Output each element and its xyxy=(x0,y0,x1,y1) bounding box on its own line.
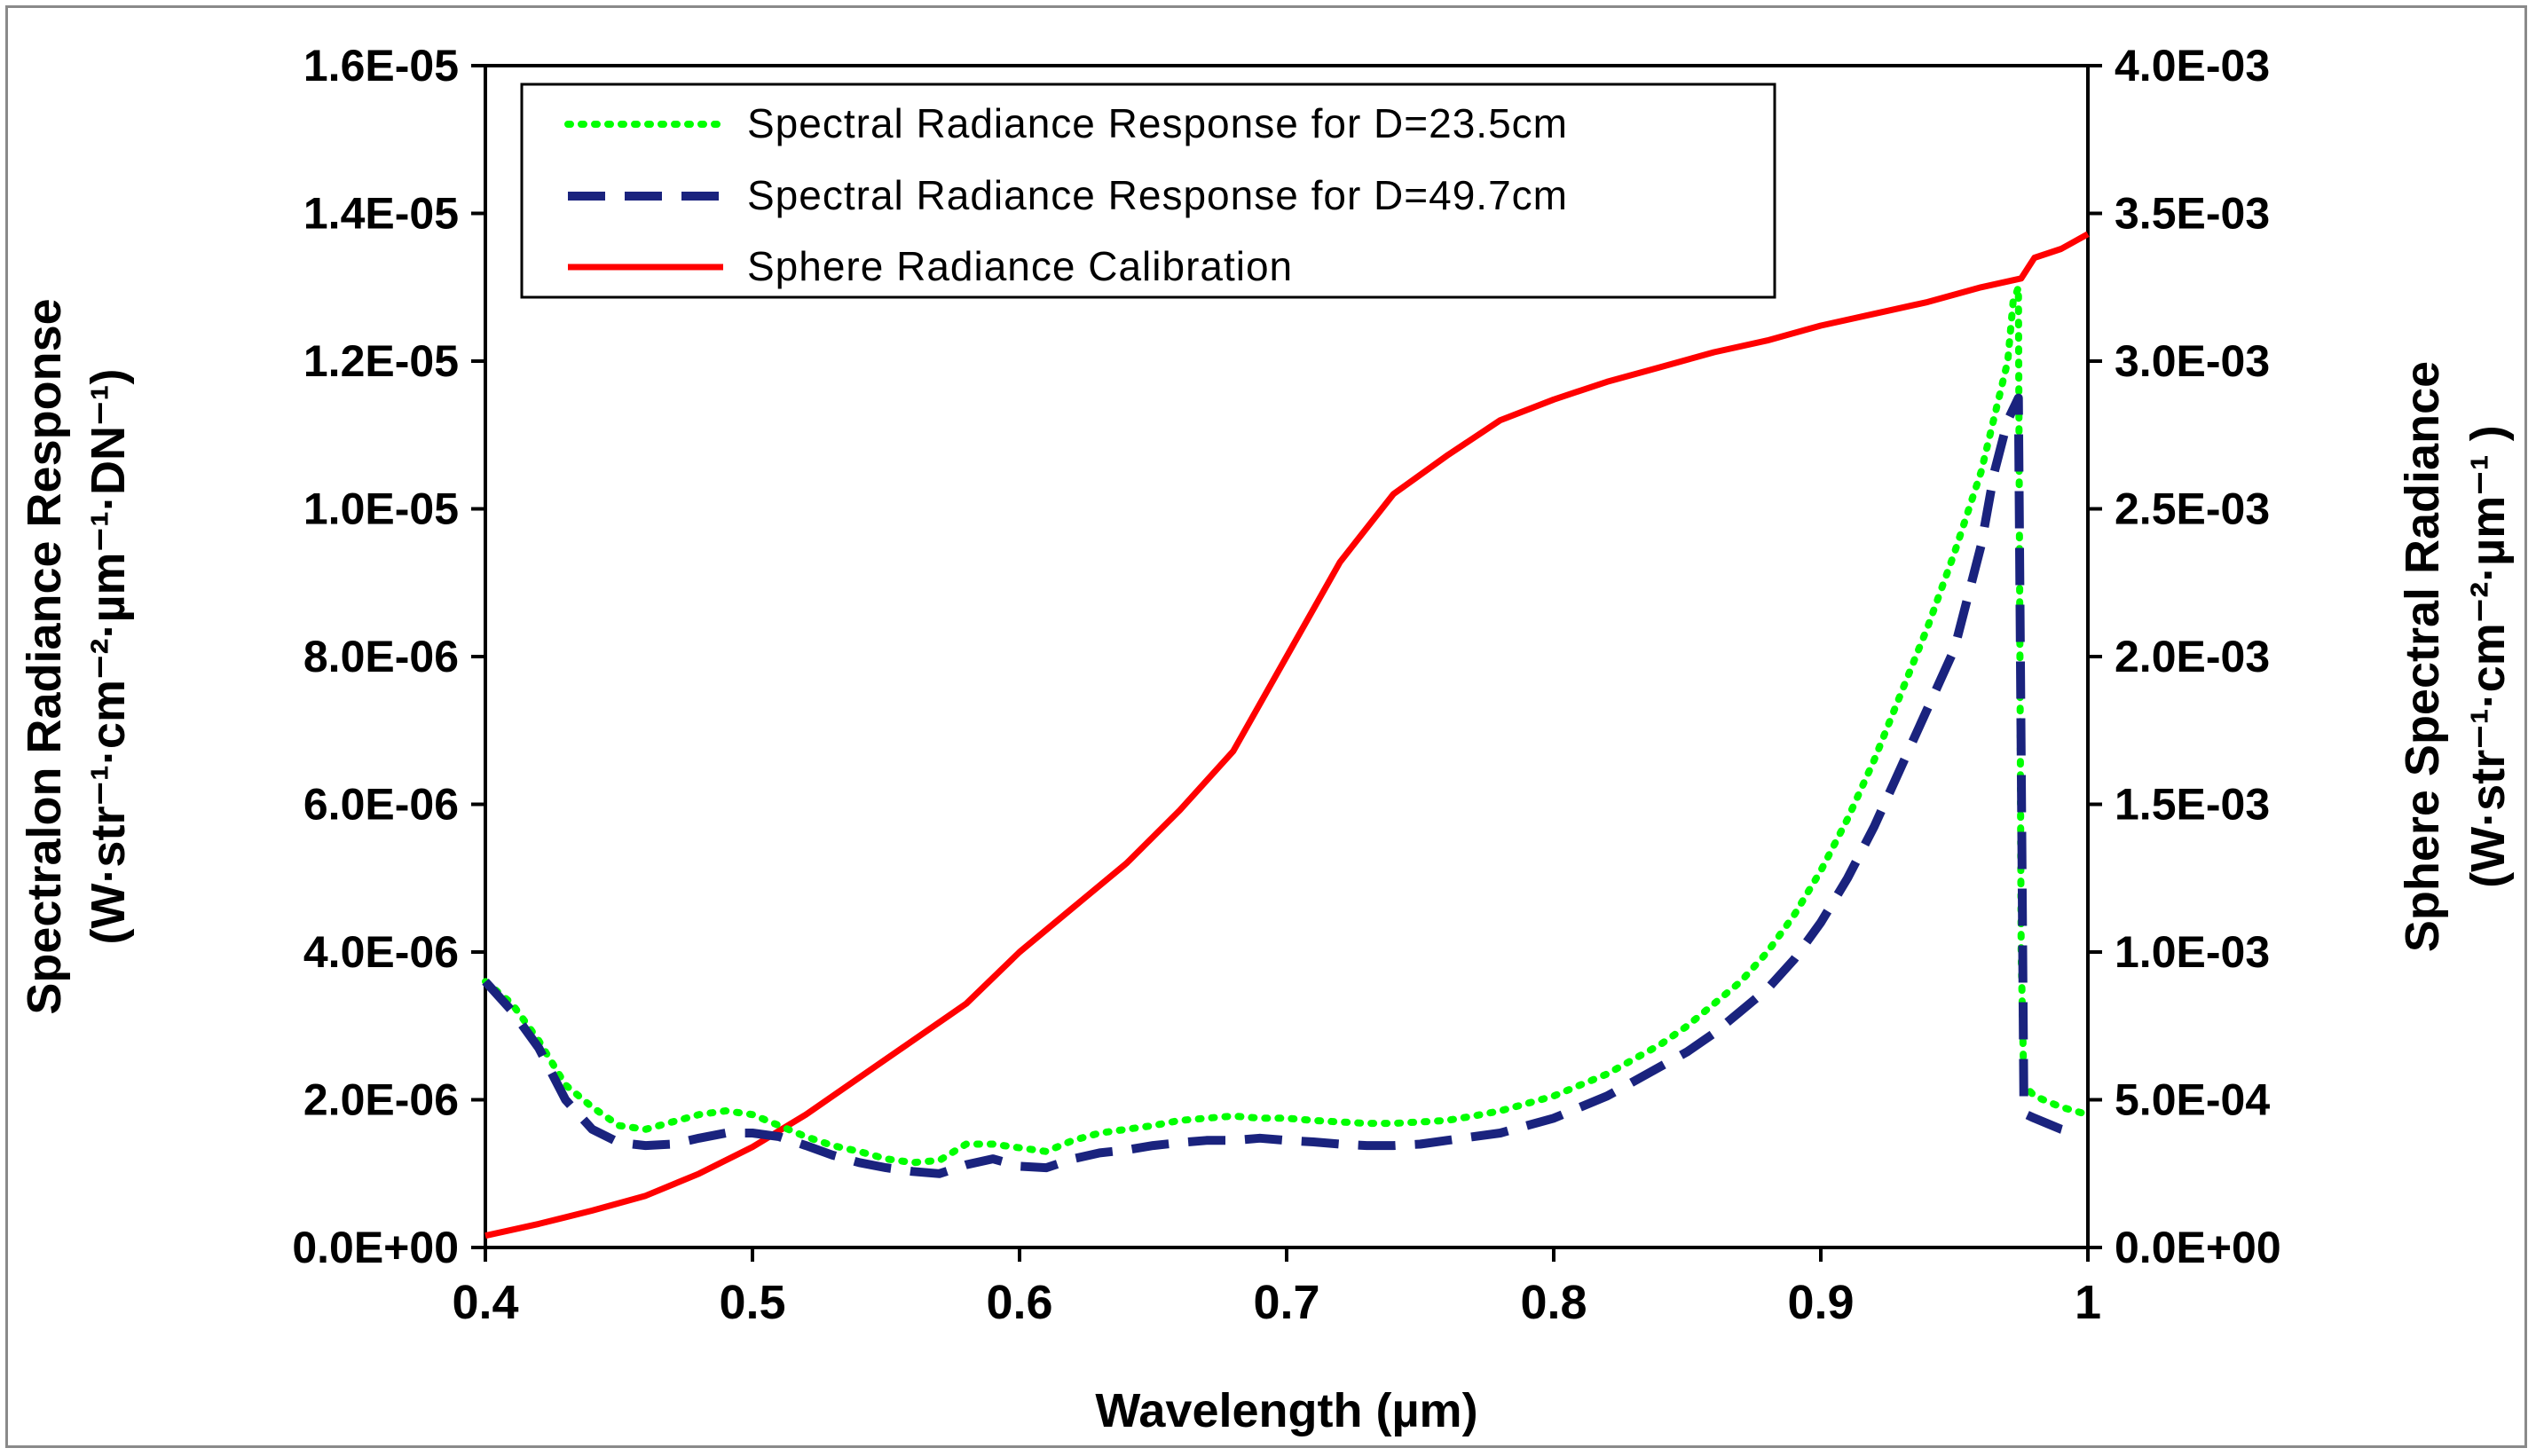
legend: Spectral Radiance Response for D=23.5cm … xyxy=(520,83,1776,299)
y-right-tick-label: 1.0E-03 xyxy=(2115,927,2270,977)
series-line-2 xyxy=(482,393,2076,1178)
y-right-tick-label: 1.5E-03 xyxy=(2115,780,2270,830)
y-left-tick-group: 0.0E+00 2.0E-06 4.0E-06 6.0E-06 8.0E-06 1.0E-… xyxy=(292,41,485,1272)
y-right-tick-label: 3.0E-03 xyxy=(2115,336,2270,386)
y-right-tick-label: 5.0E-04 xyxy=(2115,1075,2270,1125)
y-left-tick-label: 4.0E-06 xyxy=(303,927,459,977)
series-line-1 xyxy=(482,283,2091,1167)
legend-box xyxy=(520,83,1776,299)
series-layer xyxy=(482,231,2091,1240)
x-tick-label: 0.7 xyxy=(1253,1276,1319,1329)
x-tick-label: 0.6 xyxy=(986,1276,1052,1329)
x-tick-label: 0.5 xyxy=(719,1276,785,1329)
y-left-tick-label: 1.2E-05 xyxy=(303,336,459,386)
y-left-tick-label: 1.6E-05 xyxy=(303,41,459,91)
y-right-tick-label: 2.5E-03 xyxy=(2115,484,2270,534)
y-right-axis-title: Sphere Spectral Radiance xyxy=(2396,361,2449,952)
y-left-tick-label: 1.0E-05 xyxy=(303,484,459,534)
y-left-axis-units: (W·str⁻¹·cm⁻²·µm⁻¹·DN⁻¹) xyxy=(82,368,135,944)
y-left-axis-title: Spectralon Radiance Response xyxy=(18,298,71,1014)
x-tick-group: 0.4 0.5 0.6 0.7 0.8 0.9 1 xyxy=(452,1247,2101,1329)
y-right-tick-label: 4.0E-03 xyxy=(2115,41,2270,91)
legend-label-series-2: Spectral Radiance Response for D=49.7cm xyxy=(747,172,1568,218)
x-tick-label: 0.9 xyxy=(1787,1276,1854,1329)
y-left-tick-label: 8.0E-06 xyxy=(303,632,459,681)
x-axis-title: Wavelength (µm) xyxy=(1095,1384,1477,1437)
y-right-tick-label: 0.0E+00 xyxy=(2115,1223,2281,1272)
x-tick-label: 0.4 xyxy=(452,1276,518,1329)
legend-label-series-1: Spectral Radiance Response for D=23.5cm xyxy=(747,100,1568,146)
y-left-tick-label: 2.0E-06 xyxy=(303,1075,459,1125)
y-right-tick-group: 0.0E+00 5.0E-04 1.0E-03 1.5E-03 2.0E-03 2.5E-… xyxy=(2088,41,2281,1272)
chart-frame xyxy=(5,5,2527,1448)
y-right-tick-label: 3.5E-03 xyxy=(2115,189,2270,239)
legend-label-series-3: Sphere Radiance Calibration xyxy=(747,243,1293,289)
y-right-tick-label: 2.0E-03 xyxy=(2115,632,2270,681)
y-left-tick-label: 0.0E+00 xyxy=(292,1223,459,1272)
x-tick-label: 1 xyxy=(2075,1276,2101,1329)
x-tick-label: 0.8 xyxy=(1520,1276,1587,1329)
y-left-tick-label: 1.4E-05 xyxy=(303,189,459,239)
y-left-tick-label: 6.0E-06 xyxy=(303,780,459,830)
y-right-axis-units: (W·str⁻¹·cm⁻²·µm⁻¹ ) xyxy=(2461,425,2515,888)
